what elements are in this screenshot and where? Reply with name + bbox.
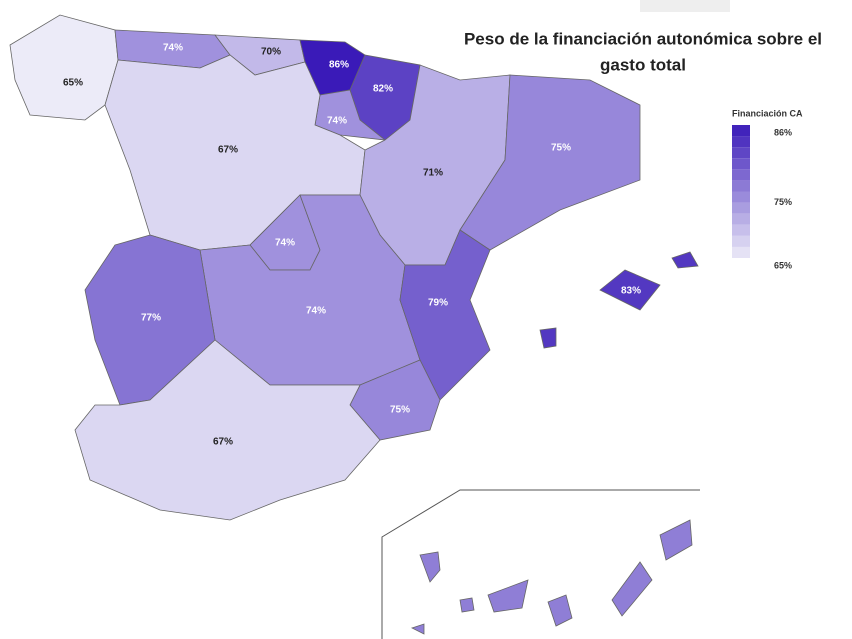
legend-swatch (732, 180, 750, 192)
region-label: 71% (423, 168, 443, 179)
region-label: 67% (218, 145, 238, 156)
region-label: 67% (213, 437, 233, 448)
legend-swatch (732, 125, 750, 137)
region-label: 75% (390, 405, 410, 416)
legend: 86% 75% 65% (732, 125, 792, 270)
legend-swatch (732, 202, 750, 214)
region (399, 229, 491, 401)
legend-swatch (732, 191, 750, 203)
region-label: 74% (163, 43, 183, 54)
region (459, 74, 641, 251)
region-label: 74% (275, 238, 295, 249)
region-label: 83% (621, 286, 641, 297)
legend-swatch (732, 169, 750, 181)
region (410, 519, 693, 635)
region (539, 251, 699, 349)
legend-swatch (732, 235, 750, 247)
region-label: 79% (428, 298, 448, 309)
region-label: 76% (560, 577, 580, 588)
region (74, 339, 381, 521)
region-label: 70% (261, 47, 281, 58)
legend-swatch (732, 246, 750, 258)
region-label: 75% (551, 143, 571, 154)
legend-swatch (732, 147, 750, 159)
chart-title: Peso de la financiación autonómica sobre… (464, 29, 822, 48)
legend-swatch (732, 213, 750, 225)
region-label: 74% (327, 116, 347, 127)
legend-swatch (732, 136, 750, 148)
inset-border (381, 489, 700, 639)
region-label: 77% (141, 313, 161, 324)
legend-title: Financiación CA (732, 108, 803, 118)
region-label: 74% (306, 306, 326, 317)
legend-swatch (732, 158, 750, 170)
legend-tick-label: 86% (774, 127, 792, 137)
regions (9, 14, 699, 635)
region-label: 86% (329, 60, 349, 71)
legend-tick-label: 75% (774, 197, 792, 207)
chart-title: gasto total (600, 55, 686, 74)
legend-swatch (732, 224, 750, 236)
legend-tick-label: 65% (774, 260, 792, 270)
region-label: 65% (63, 78, 83, 89)
toolbar-tab (640, 0, 730, 12)
region-label: 82% (373, 84, 393, 95)
